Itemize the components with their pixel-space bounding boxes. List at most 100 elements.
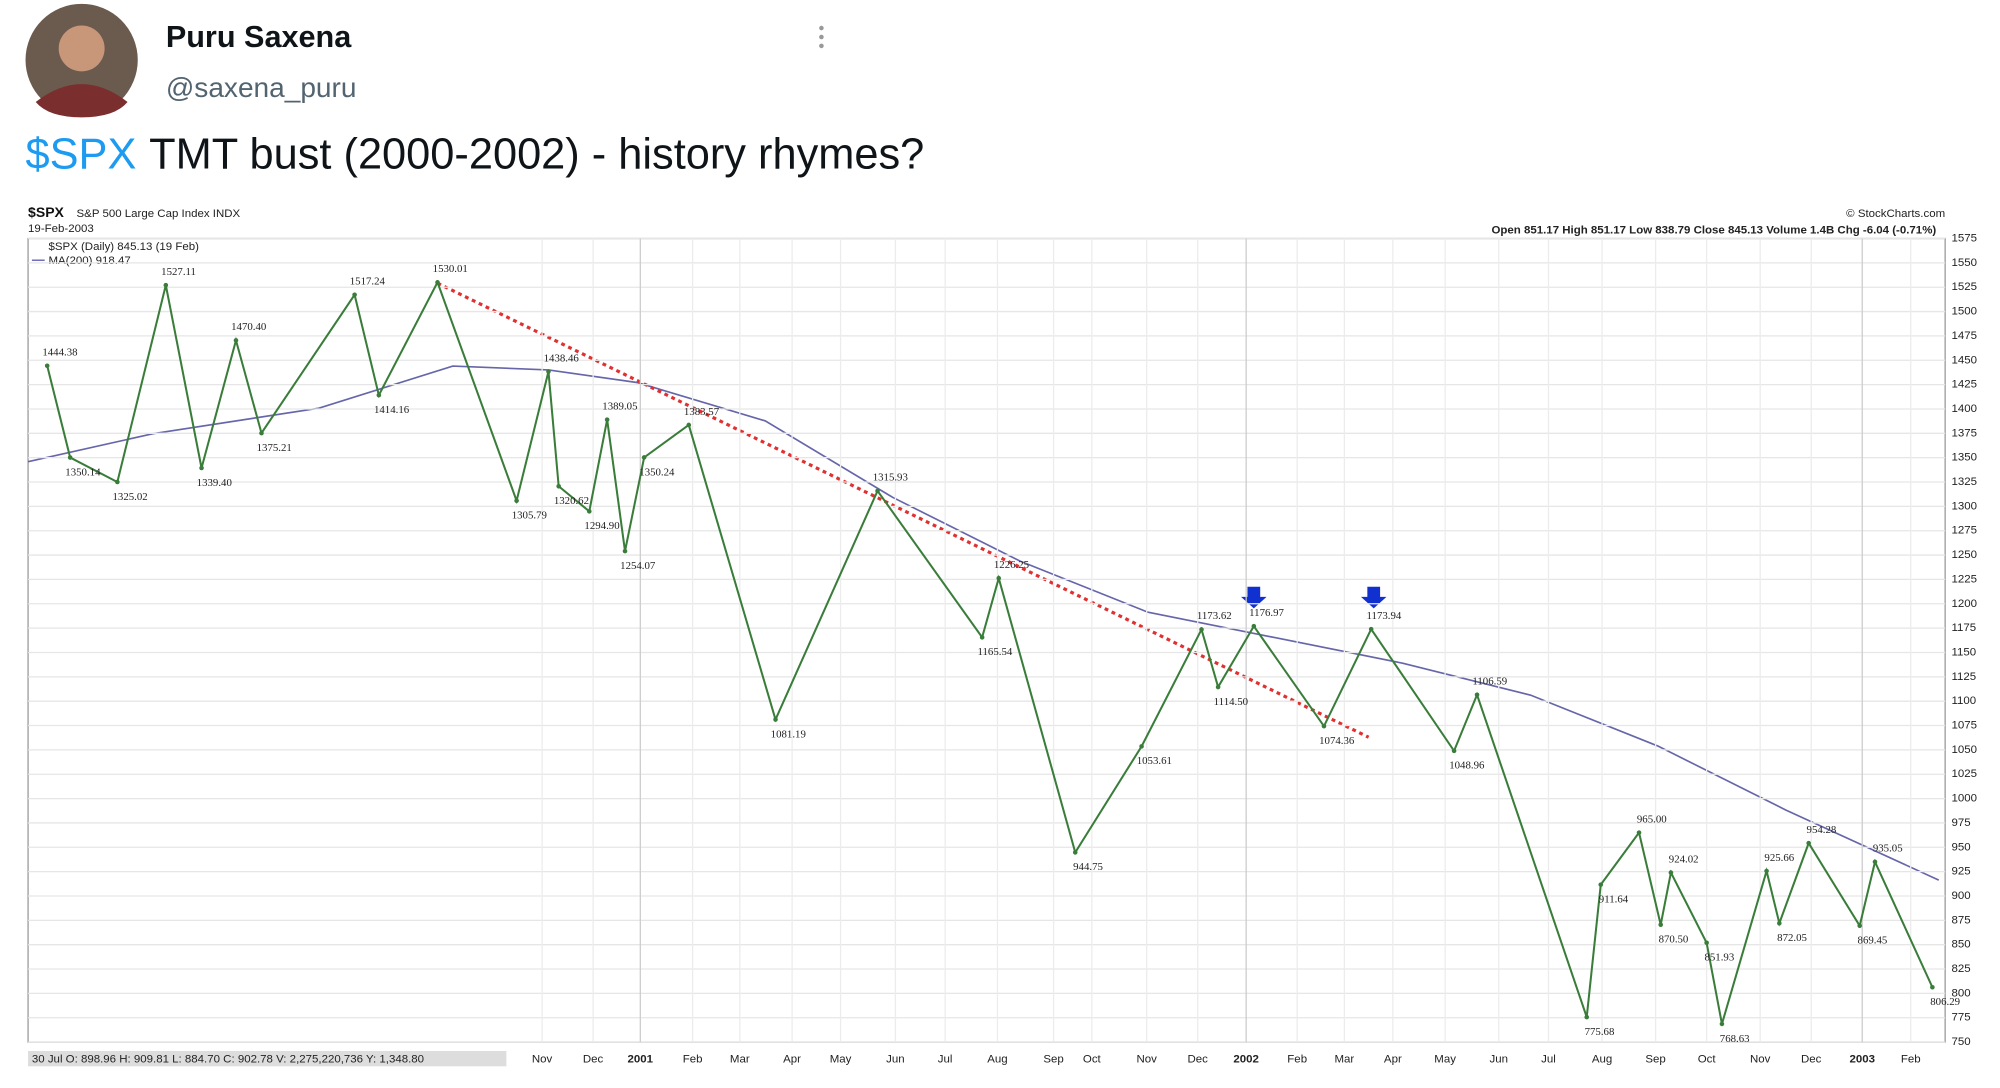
pivot (1474, 692, 1480, 698)
pivot (1872, 859, 1878, 865)
pivot (376, 392, 382, 398)
x-tick-label: Aug (987, 1053, 1007, 1065)
pivot (979, 635, 985, 640)
plot-area (27, 237, 1946, 1043)
more-menu[interactable] (819, 25, 824, 49)
x-tick-label: Apr (783, 1053, 801, 1065)
y-tick-label: 1500 (1952, 306, 1978, 318)
pivot (1777, 920, 1782, 926)
pivot-label: 1527.11 (161, 266, 196, 278)
quote: Open 851.17 High 851.17 Low 838.79 Close… (1491, 224, 1936, 236)
x-tick-label: Sep (1043, 1053, 1063, 1065)
pivot (163, 282, 169, 288)
pivot-label: 1389.05 (602, 400, 637, 412)
pivot-label: 1315.93 (873, 472, 908, 484)
pivot (546, 369, 551, 374)
pivot (1199, 627, 1204, 632)
pivot-label: 1438.46 (544, 352, 580, 364)
y-tick-label: 1550 (1952, 257, 1978, 269)
x-tick-label: Mar (730, 1053, 750, 1065)
pivot-label: 1325.02 (113, 491, 148, 503)
pivot-label: 925.66 (1764, 852, 1794, 864)
y-tick-label: 800 (1952, 987, 1971, 999)
pivot-label: 1173.62 (1197, 610, 1232, 622)
pivot (67, 455, 73, 460)
x-tick-label: Dec (1187, 1053, 1208, 1065)
chart-date: 19-Feb-2003 (28, 223, 94, 235)
pivot-label: 1081.19 (771, 728, 806, 740)
pivot-label: 768.63 (1720, 1033, 1750, 1045)
chart: $SPX S&P 500 Large Cap Index INDX 19-Feb… (27, 204, 1946, 1067)
pivot (233, 338, 239, 343)
legend-series: $SPX (Daily) 845.13 (19 Feb) (48, 241, 199, 253)
pivot-label: 1226.25 (994, 559, 1029, 571)
price-line (46, 279, 1934, 1025)
pivot (875, 488, 880, 494)
x-tick-label: Feb (683, 1053, 703, 1065)
y-tick-label: 1475 (1952, 330, 1978, 342)
y-tick-label: 1300 (1952, 500, 1978, 512)
pivot-label: 851.93 (1704, 952, 1734, 964)
x-tick-label: Mar (1335, 1053, 1355, 1065)
y-tick-label: 1350 (1952, 452, 1978, 464)
pivot-label: 1530.01 (433, 263, 468, 275)
credit: © StockCharts.com (1846, 208, 1945, 220)
pivot-label: 1176.97 (1249, 607, 1284, 619)
avatar-face (58, 25, 105, 72)
pivot-label: 935.05 (1873, 843, 1903, 855)
user-handle[interactable]: @saxena_puru (166, 72, 357, 103)
cashtag[interactable]: $SPX (26, 130, 137, 178)
chart-subtitle: S&P 500 Large Cap Index INDX (77, 208, 241, 220)
pivot-label: 1320.62 (554, 495, 589, 507)
y-tick-label: 1100 (1952, 695, 1977, 707)
x-tick-label: Feb (1901, 1053, 1921, 1065)
y-tick-label: 1075 (1952, 720, 1978, 732)
pivot (1598, 882, 1604, 887)
pivot (1139, 744, 1144, 749)
y-tick-label: 1375 (1952, 427, 1978, 439)
pivot-label: 869.45 (1858, 935, 1888, 947)
x-tick-label: Nov (532, 1053, 553, 1065)
pivot (1321, 723, 1327, 729)
pivot (259, 430, 264, 436)
pivot (1072, 850, 1078, 855)
y-tick-label: 1000 (1952, 793, 1978, 805)
pivot (1668, 870, 1674, 875)
pivot (1930, 984, 1935, 990)
y-tick-label: 1575 (1952, 233, 1978, 245)
pivot-label: 1375.21 (257, 442, 292, 454)
y-tick-label: 1175 (1952, 622, 1977, 634)
pivot-label: 1383.57 (684, 406, 720, 418)
y-tick-label: 1325 (1952, 476, 1978, 488)
pivot-label: 1294.90 (584, 520, 619, 532)
legend-ma: MA(200) 918.47 (48, 255, 130, 267)
pivot (622, 548, 628, 554)
x-tick-label: Dec (583, 1053, 604, 1065)
y-tick-label: 925 (1952, 866, 1971, 878)
y-tick-label: 1050 (1952, 744, 1978, 756)
pivot-label: 924.02 (1669, 853, 1699, 865)
pivot (44, 363, 50, 369)
y-tick-label: 875 (1952, 914, 1971, 926)
y-tick-label: 850 (1952, 939, 1971, 951)
y-tick-label: 775 (1952, 1012, 1971, 1024)
x-tick-label: May (830, 1053, 852, 1065)
pivot-label: 1114.50 (1214, 696, 1248, 708)
user-name[interactable]: Puru Saxena (166, 20, 352, 54)
x-tick-label: 2003 (1849, 1053, 1875, 1065)
x-tick-label: Jun (886, 1053, 905, 1065)
y-tick-label: 1250 (1952, 549, 1978, 561)
x-tick-label: Nov (1750, 1053, 1771, 1065)
pivot-label: 1339.40 (197, 477, 232, 489)
pivot (1368, 626, 1374, 632)
x-tick-label: Jul (1541, 1053, 1556, 1065)
pivot-label: 1470.40 (231, 321, 266, 333)
y-tick-label: 950 (1952, 841, 1971, 853)
pivot-label: 1053.61 (1137, 755, 1172, 767)
x-tick-label: Dec (1801, 1053, 1822, 1065)
status: 30 Jul O: 898.96 H: 909.81 L: 884.70 C: … (32, 1053, 424, 1065)
pivot (352, 292, 357, 298)
tweet-body: TMT bust (2000-2002) - history rhymes? (149, 130, 924, 178)
y-tick-label: 1200 (1952, 598, 1978, 610)
